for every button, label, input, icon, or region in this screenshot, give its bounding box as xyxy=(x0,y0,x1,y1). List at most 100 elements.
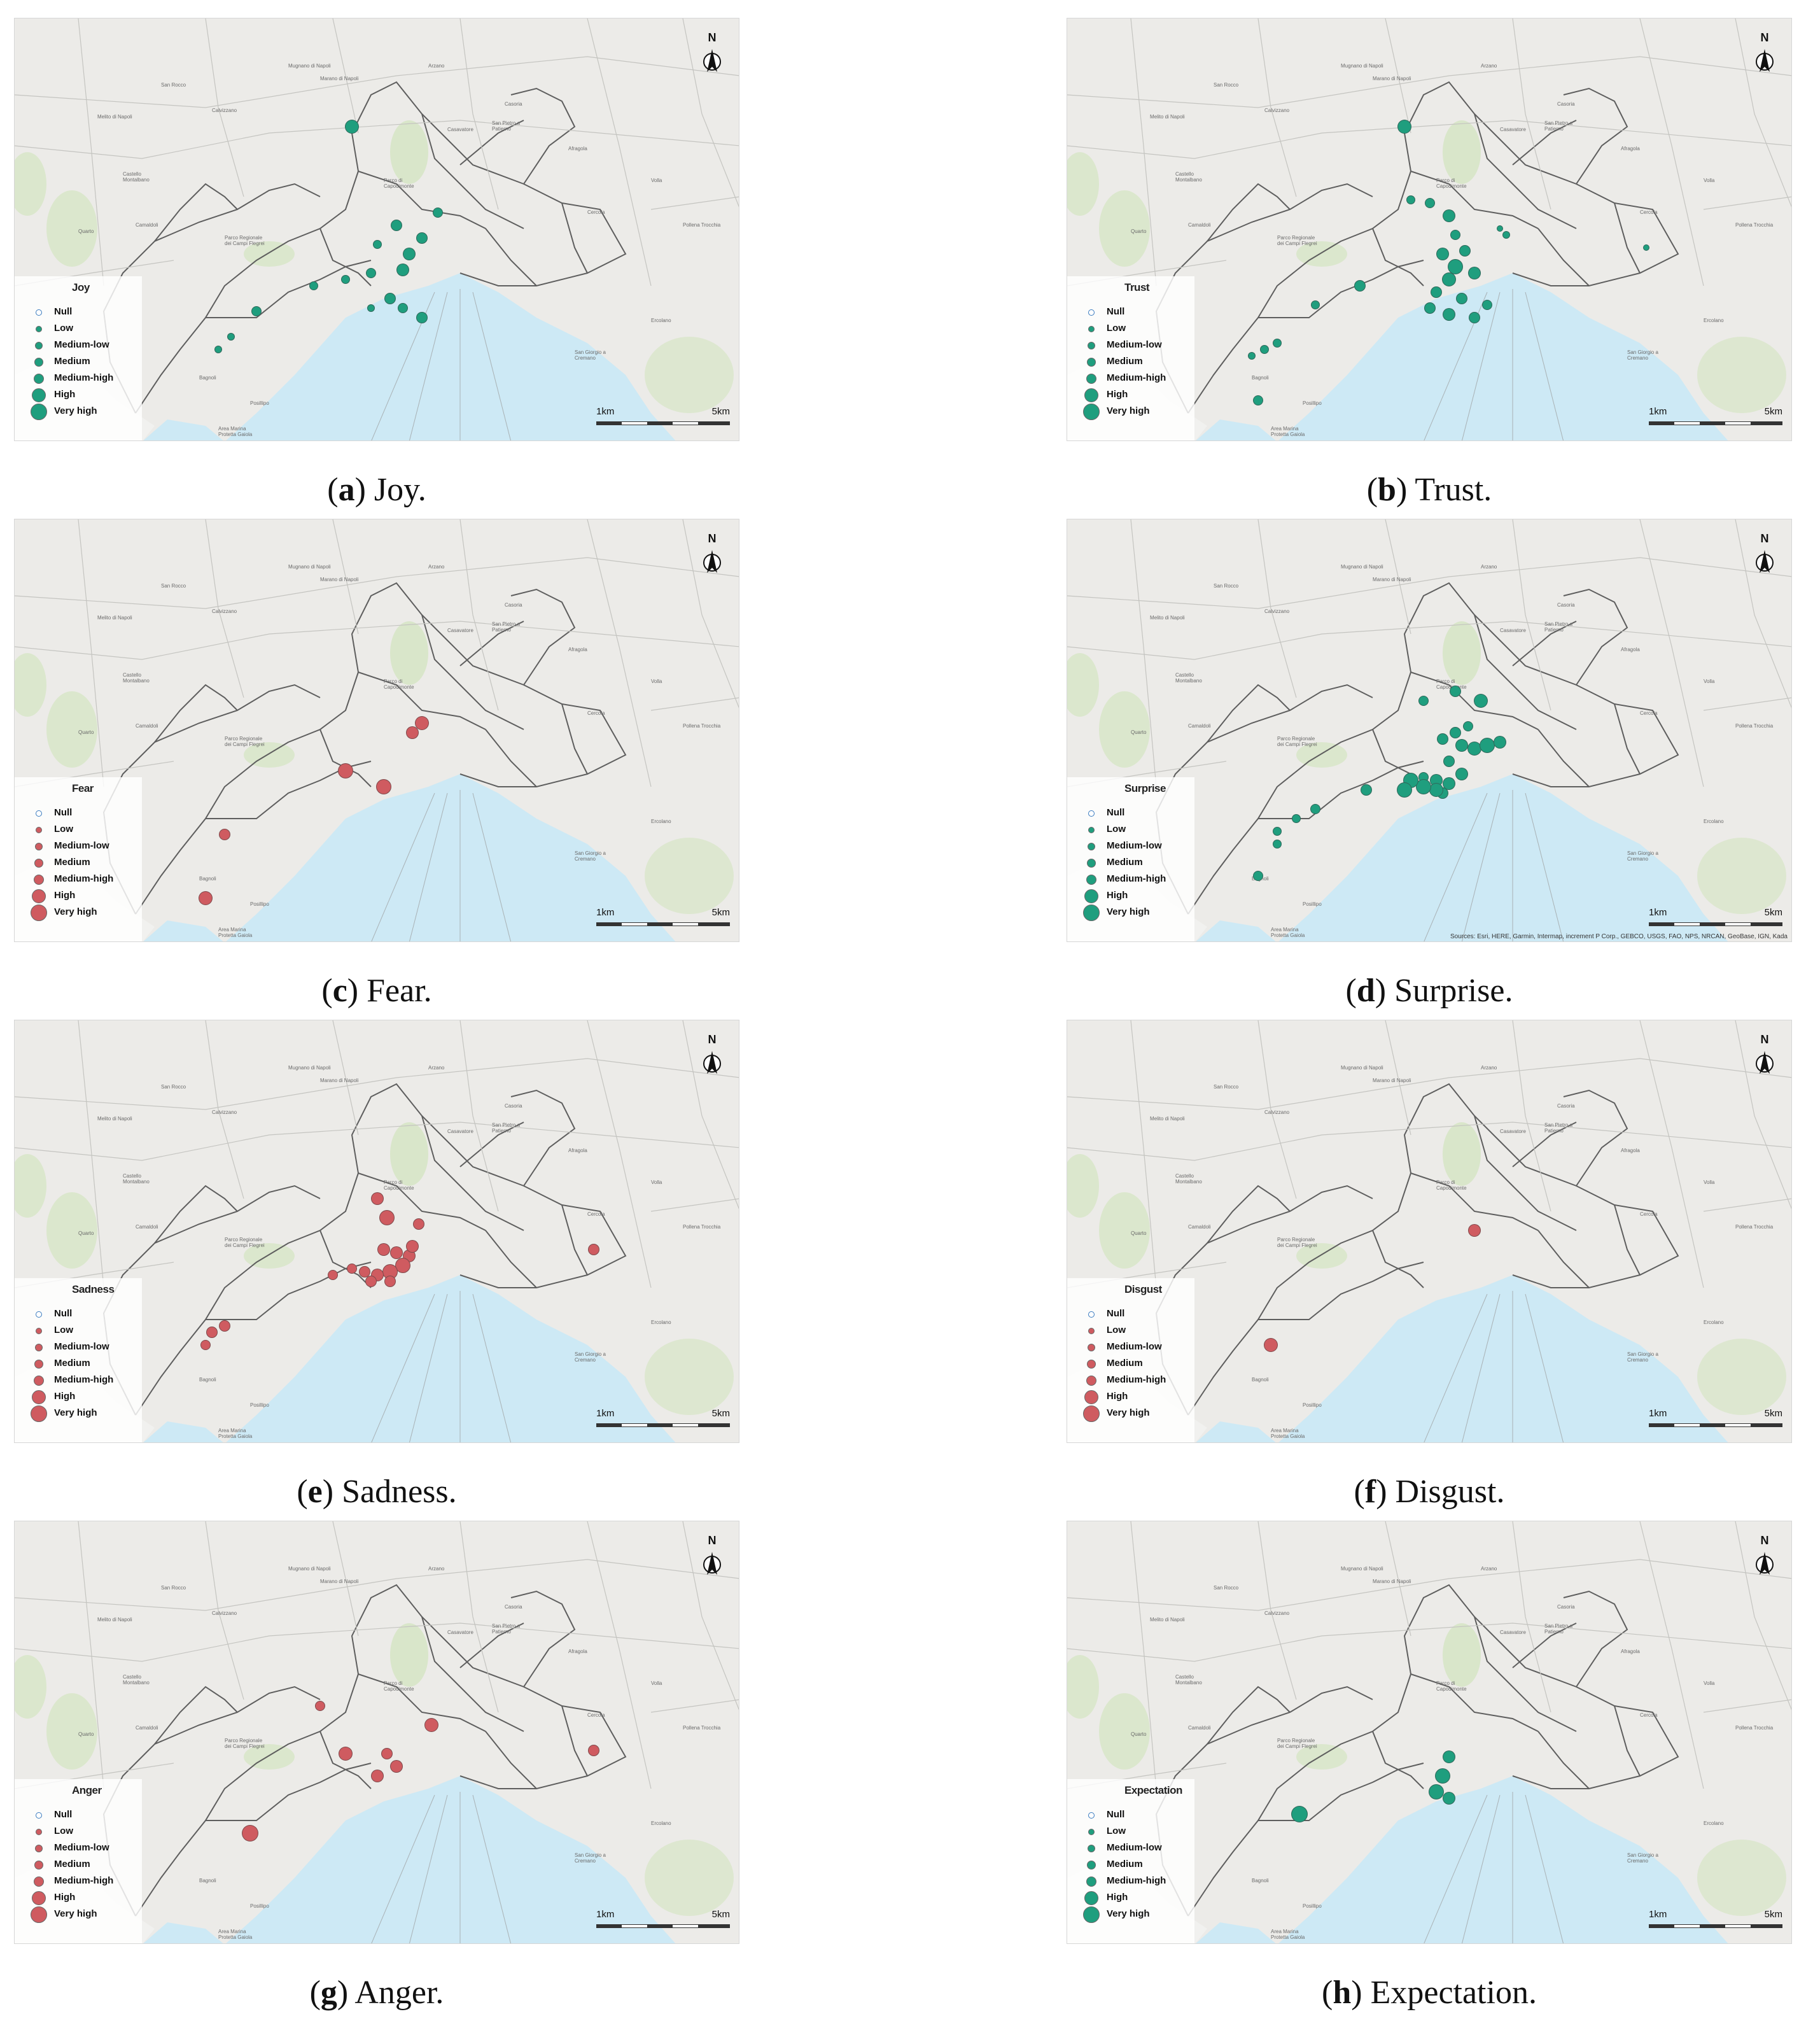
place-label: Bagnoli xyxy=(199,1377,216,1383)
place-label: Posillipo xyxy=(250,1903,269,1909)
legend-symbol xyxy=(1084,889,1098,903)
place-label: Area Marina Protetta Gaiola xyxy=(218,1929,253,1940)
place-label: Volla xyxy=(651,679,662,684)
place-label: Casavatore xyxy=(1500,628,1526,633)
place-label: Ercolano xyxy=(1704,318,1724,323)
legend-symbol xyxy=(1087,1360,1096,1369)
legend-label: High xyxy=(54,1391,76,1402)
caption-text: Surprise. xyxy=(1394,973,1513,1009)
place-label: Calvizzano xyxy=(1264,1610,1290,1616)
place-label: Afragola xyxy=(568,647,587,652)
legend-title: Joy xyxy=(72,281,90,293)
scale-bar: 1km 5km xyxy=(1649,907,1782,933)
place-label: Area Marina Protetta Gaiola xyxy=(1271,1428,1305,1439)
legend-symbol xyxy=(1088,1344,1095,1351)
north-arrow: N xyxy=(1752,1534,1777,1585)
place-label: Quarto xyxy=(1131,1230,1147,1236)
legend-symbol xyxy=(36,309,42,316)
legend-label: Low xyxy=(1107,1325,1126,1335)
emotion-point xyxy=(398,303,408,313)
place-label: Quarto xyxy=(78,1731,94,1737)
legend-item: Medium-high xyxy=(1067,1372,1194,1389)
north-arrow-icon xyxy=(1756,49,1774,72)
place-label: Cercola xyxy=(1640,1712,1658,1718)
legend-symbol xyxy=(36,1829,42,1835)
legend-item: Null xyxy=(15,805,142,822)
legend-label: High xyxy=(54,389,76,400)
legend-symbol xyxy=(34,358,43,367)
legend-item: Medium-low xyxy=(15,1339,142,1356)
place-label: Castello Montalbano xyxy=(1175,672,1202,684)
place-label: San Pietro a Patierno xyxy=(492,120,521,132)
legend-symbol xyxy=(1083,1906,1100,1923)
legend-label: Medium-low xyxy=(1107,840,1162,851)
place-label: Pollena Trocchia xyxy=(1735,222,1774,228)
place-label: Cercola xyxy=(1640,1211,1658,1217)
north-arrow: N xyxy=(1752,532,1777,583)
legend-label: Medium-high xyxy=(1107,372,1166,383)
place-label: Afragola xyxy=(1621,146,1640,151)
legend-item: Null xyxy=(15,304,142,321)
emotion-point xyxy=(367,304,375,312)
legend-label: Null xyxy=(1107,1809,1125,1820)
legend-symbol xyxy=(1084,388,1098,402)
legend-symbol xyxy=(34,875,44,885)
place-label: Arzano xyxy=(1481,63,1497,69)
place-label: San Pietro a Patierno xyxy=(1544,1122,1573,1134)
emotion-point xyxy=(424,1718,438,1732)
legend-symbol xyxy=(36,326,42,332)
legend-symbol xyxy=(1083,1405,1100,1422)
place-label: Volla xyxy=(1704,1680,1715,1686)
place-label: Calvizzano xyxy=(1264,1109,1290,1115)
legend-symbol xyxy=(1084,1891,1098,1905)
scale-label-5km: 5km xyxy=(1764,907,1782,918)
emotion-point xyxy=(338,763,353,778)
scale-bar: 1km 5km xyxy=(596,907,730,933)
place-label: San Rocco xyxy=(1214,1585,1239,1591)
scale-bar: 1km 5km xyxy=(1649,1909,1782,1934)
place-label: Camaldoli xyxy=(136,1224,158,1230)
place-label: Afragola xyxy=(568,1148,587,1153)
caption-text: Sadness. xyxy=(342,1474,457,1510)
caption-letter: a xyxy=(338,472,355,508)
legend-symbol xyxy=(1087,859,1096,868)
emotion-point xyxy=(1435,1768,1450,1784)
place-label: Cercola xyxy=(587,710,605,716)
place-label: Parco di Capodimonte xyxy=(1436,1680,1467,1692)
legend-item: Medium-high xyxy=(1067,871,1194,888)
place-label: Castello Montalbano xyxy=(123,1674,150,1686)
legend-label: Medium-high xyxy=(54,1374,114,1385)
place-label: Volla xyxy=(1704,178,1715,183)
legend-label: Very high xyxy=(54,405,97,416)
place-label: Bagnoli xyxy=(199,1878,216,1884)
legend-symbol xyxy=(1086,875,1096,885)
emotion-point xyxy=(1406,195,1415,204)
legend-symbol xyxy=(1088,342,1095,349)
place-label: Parco Regionale dei Campi Flegrei xyxy=(225,736,265,747)
emotion-point xyxy=(1429,783,1443,797)
place-label: Posillipo xyxy=(250,400,269,406)
place-label: Afragola xyxy=(1621,1649,1640,1654)
legend-item: Very high xyxy=(1067,905,1194,921)
emotion-point xyxy=(384,1276,396,1287)
caption-text: Anger. xyxy=(354,1975,444,2011)
legend-item: Low xyxy=(15,1323,142,1339)
north-arrow: N xyxy=(1752,31,1777,82)
place-label: Mugnano di Napoli xyxy=(1341,63,1383,69)
north-arrow-icon xyxy=(703,550,721,573)
legend-label: High xyxy=(1107,1391,1128,1402)
caption-text: Fear. xyxy=(367,973,432,1009)
place-label: Afragola xyxy=(1621,1148,1640,1153)
legend-symbol xyxy=(34,1861,43,1870)
place-label: San Giorgio a Cremano xyxy=(575,349,606,361)
scale-label-5km: 5km xyxy=(711,406,730,417)
place-label: Posillipo xyxy=(1303,1903,1322,1909)
legend-label: Low xyxy=(1107,1826,1126,1836)
place-label: Marano di Napoli xyxy=(1373,1579,1411,1584)
panel-caption: (g) Anger. xyxy=(309,1975,444,2011)
legend-label: Low xyxy=(1107,323,1126,334)
panel-caption: (f) Disgust. xyxy=(1354,1474,1505,1510)
place-label: Area Marina Protetta Gaiola xyxy=(1271,1929,1305,1940)
scale-bar-graphic xyxy=(596,1423,730,1427)
legend-symbol xyxy=(1083,404,1100,420)
